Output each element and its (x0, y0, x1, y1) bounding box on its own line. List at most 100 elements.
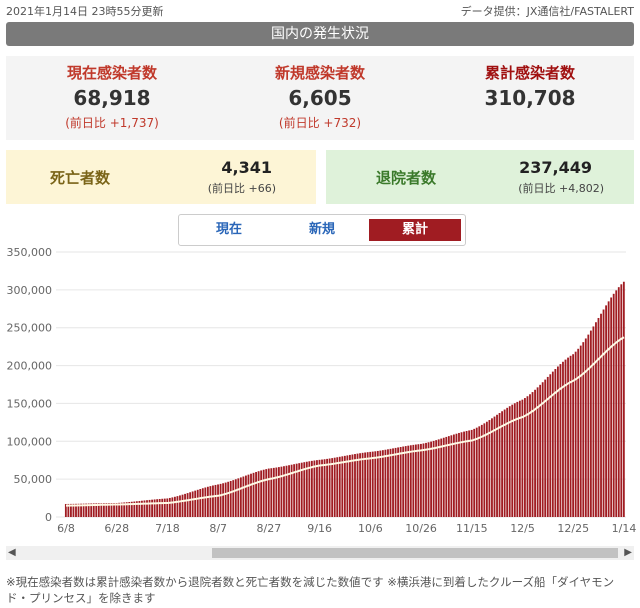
bar (90, 503, 93, 517)
bar (108, 503, 110, 517)
bar (455, 433, 458, 517)
stat-current-label: 現在感染者数 (66, 64, 157, 82)
bar (544, 379, 547, 517)
bar (427, 442, 430, 517)
bar (95, 503, 98, 517)
scroll-thumb[interactable] (212, 548, 618, 558)
bar (316, 460, 318, 517)
bar (338, 456, 341, 517)
bar (508, 406, 511, 517)
tab-new[interactable]: 新規 (308, 222, 335, 237)
bar (176, 496, 179, 517)
bar (133, 501, 136, 517)
bar (219, 483, 222, 517)
bar (503, 409, 506, 517)
bar (422, 443, 425, 517)
scroll-right-icon[interactable]: ▶ (624, 547, 632, 558)
bar (354, 454, 356, 517)
y-tick-label: 350,000 (7, 246, 53, 259)
bar (75, 503, 77, 517)
bar (351, 454, 354, 517)
bar (288, 465, 290, 517)
updated-timestamp: 2021年1月14日 23時55分更新 (6, 5, 164, 18)
tab-cumulative[interactable]: 累計 (369, 219, 461, 241)
bar (239, 477, 242, 517)
bar (617, 287, 620, 517)
bar (480, 424, 483, 517)
bar (161, 498, 164, 517)
tab-current[interactable]: 現在 (215, 222, 242, 237)
y-axis: 0 50,000 100,000 150,000 200,000 250,000 300,0… (7, 246, 53, 524)
bar (488, 420, 491, 517)
x-tick-label: 8/7 (209, 522, 227, 535)
bar (262, 469, 265, 517)
bar (551, 371, 554, 517)
bar (407, 445, 410, 517)
bar (196, 489, 199, 517)
bar (559, 364, 562, 517)
bar (425, 442, 427, 517)
bar (115, 502, 118, 517)
footnote: ※現在感染者数は累計感染者数から退院者数と死亡者数を減じた数値です ※横浜港に到… (6, 575, 615, 605)
bar (511, 404, 514, 517)
bar (381, 450, 384, 517)
bar (336, 457, 339, 517)
bar (389, 448, 392, 517)
bar (526, 396, 529, 517)
bar (179, 495, 181, 517)
bar (600, 313, 602, 517)
bar (371, 451, 374, 517)
bar (303, 462, 306, 517)
bar (343, 455, 346, 517)
bar (298, 463, 301, 517)
bar (612, 293, 615, 517)
bar (549, 374, 552, 517)
bar (445, 436, 448, 517)
data-source: データ提供：JX通信社/FASTALERT (460, 5, 634, 18)
deaths-change: (前日比 +66) (207, 182, 276, 195)
bar (554, 369, 557, 517)
bar (417, 444, 420, 517)
bar (199, 489, 202, 517)
bar (224, 482, 227, 517)
bar (214, 484, 217, 517)
bar (447, 436, 450, 517)
bar (247, 474, 250, 517)
section-banner: 国内の発生状況 (6, 22, 634, 46)
bar (592, 326, 595, 517)
bar (318, 459, 321, 517)
bar (113, 503, 115, 517)
bar (143, 500, 146, 517)
stat-new-change: (前日比 +732) (278, 116, 362, 130)
bar (313, 460, 316, 517)
bar (478, 426, 481, 517)
bar (610, 297, 613, 517)
bar (333, 457, 336, 517)
bar (326, 458, 329, 517)
bar (148, 499, 151, 517)
bar (622, 281, 625, 517)
bar (72, 503, 75, 517)
bar (82, 503, 85, 517)
bar (341, 456, 344, 517)
bar (518, 400, 521, 517)
bar (521, 399, 524, 517)
bar (232, 480, 235, 517)
bar (234, 479, 237, 517)
bar (364, 452, 367, 517)
bar (399, 446, 402, 517)
bar (80, 503, 82, 517)
bar (394, 447, 397, 517)
bar (158, 498, 161, 517)
bar (201, 488, 204, 517)
y-tick-label: 200,000 (7, 360, 53, 373)
scroll-left-icon[interactable]: ◀ (8, 547, 16, 558)
bar (524, 398, 526, 517)
bar (412, 444, 415, 517)
bar (328, 458, 331, 517)
bar (584, 338, 587, 517)
x-tick-label: 12/5 (510, 522, 535, 535)
chart-scrollbar[interactable]: ◀ ▶ (6, 546, 634, 560)
bar (265, 469, 268, 517)
bar (151, 499, 153, 517)
